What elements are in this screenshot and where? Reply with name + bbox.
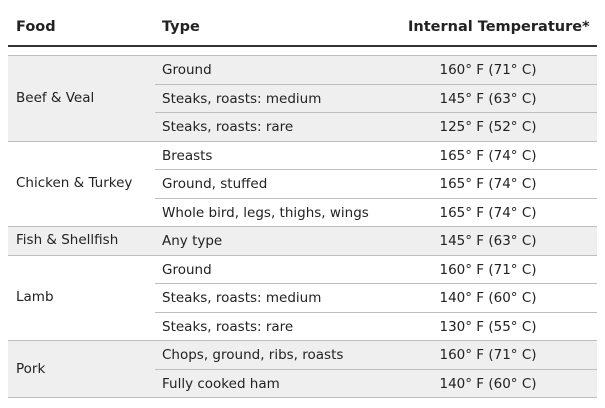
type-cell: Any type xyxy=(162,233,223,250)
type-cell: Breasts xyxy=(162,147,213,164)
temp-cell: 145° F (63° C) xyxy=(439,233,537,250)
food-cell: Lamb xyxy=(16,289,54,306)
type-cell: Ground xyxy=(162,62,212,79)
bottom-rule xyxy=(8,397,597,398)
header-type: Type xyxy=(162,19,200,35)
temp-cell: 165° F (74° C) xyxy=(439,147,537,164)
type-cell: Chops, ground, ribs, roasts xyxy=(162,347,344,364)
temp-cell: 145° F (63° C) xyxy=(439,90,537,107)
temp-cell: 160° F (71° C) xyxy=(439,261,537,278)
temp-cell: 125° F (52° C) xyxy=(439,119,537,136)
row-rule xyxy=(155,83,597,85)
type-cell: Steaks, roasts: rare xyxy=(162,318,294,335)
header-food: Food xyxy=(16,19,56,35)
food-cell: Fish & Shellfish xyxy=(16,232,119,249)
temp-cell: 160° F (71° C) xyxy=(439,62,537,79)
temp-cell: 160° F (71° C) xyxy=(439,347,537,364)
type-cell: Ground xyxy=(162,261,212,278)
group-band xyxy=(8,254,597,340)
type-cell: Steaks, roasts: medium xyxy=(162,90,322,107)
group-band xyxy=(8,140,597,226)
temp-cell: 165° F (74° C) xyxy=(439,176,537,193)
type-cell: Steaks, roasts: medium xyxy=(162,290,322,307)
row-rule xyxy=(155,112,597,113)
type-cell: Steaks, roasts: rare xyxy=(162,119,294,136)
group-band xyxy=(8,226,597,255)
row-rule xyxy=(155,197,597,199)
header-temp: Internal Temperature* xyxy=(408,19,590,35)
type-cell: Whole bird, legs, thighs, wings xyxy=(162,204,369,221)
food-cell: Pork xyxy=(16,360,46,377)
header-rule xyxy=(8,45,597,47)
row-rule xyxy=(155,311,597,313)
temp-cell: 140° F (60° C) xyxy=(439,290,537,307)
row-rule xyxy=(155,368,597,370)
type-cell: Ground, stuffed xyxy=(162,176,268,193)
temp-cell: 130° F (55° C) xyxy=(439,318,537,335)
row-rule xyxy=(155,283,597,284)
row-rule xyxy=(155,169,597,170)
food-cell: Beef & Veal xyxy=(16,89,95,106)
group-band xyxy=(8,55,597,141)
temp-cell: 165° F (74° C) xyxy=(439,204,537,221)
food-cell: Chicken & Turkey xyxy=(16,175,133,192)
type-cell: Fully cooked ham xyxy=(162,375,280,392)
temp-cell: 140° F (60° C) xyxy=(439,375,537,392)
